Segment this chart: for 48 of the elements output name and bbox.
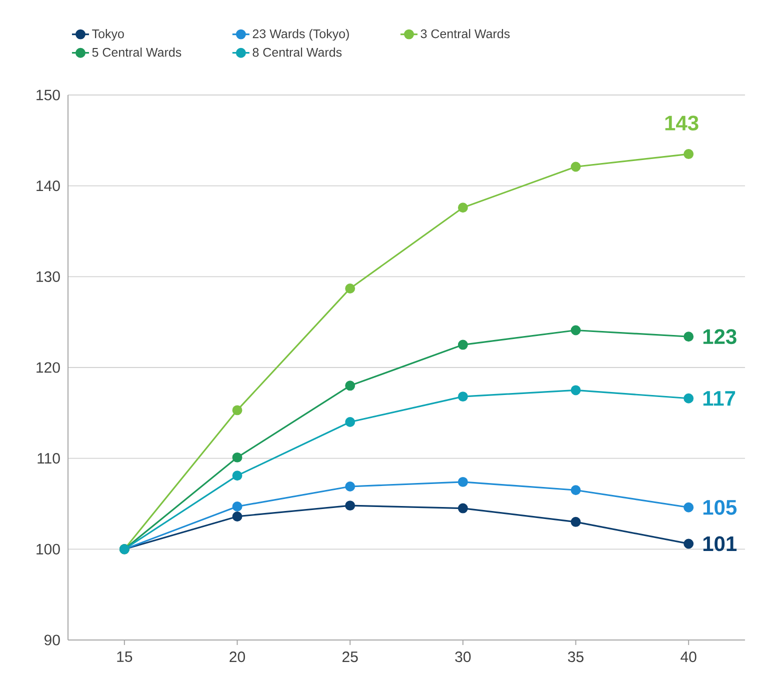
point xyxy=(458,476,468,487)
point xyxy=(232,511,242,522)
point xyxy=(570,385,581,396)
y-tick-label: 90 xyxy=(44,634,60,646)
y-tick-label: 130 xyxy=(36,271,60,282)
point xyxy=(570,162,581,172)
data-label: 101 xyxy=(703,536,737,552)
point xyxy=(684,332,694,342)
point xyxy=(345,283,356,294)
legend-label: 5 Central Wards xyxy=(92,48,182,57)
y-tick-label: 120 xyxy=(36,362,60,373)
x-tick-label: 35 xyxy=(568,652,584,662)
x-tick-label: 15 xyxy=(117,652,132,662)
point xyxy=(232,405,242,416)
point xyxy=(345,482,356,492)
data-label: 105 xyxy=(703,500,737,515)
y-tick-label: 150 xyxy=(36,90,60,100)
data-label: 123 xyxy=(703,329,736,344)
x-tick-label: 20 xyxy=(230,652,245,662)
x-tick-label: 30 xyxy=(455,652,471,662)
data-label: 143 xyxy=(665,116,698,131)
point xyxy=(345,417,356,427)
point xyxy=(684,538,694,549)
legend-label: 23 Wards (Tokyo) xyxy=(252,29,349,41)
point xyxy=(570,485,581,496)
point xyxy=(458,392,468,402)
point xyxy=(232,470,242,481)
point xyxy=(232,452,242,462)
legend-label: 3 Central Wards xyxy=(420,29,510,38)
x-tick-label: 25 xyxy=(342,652,358,662)
point xyxy=(458,340,468,350)
y-tick-label: 100 xyxy=(36,544,60,554)
y-tick-label: 140 xyxy=(36,180,60,192)
y-tick-label: 110 xyxy=(38,453,60,464)
point xyxy=(684,393,694,404)
legend-label: 8 Central Wards xyxy=(252,48,342,57)
legend-label: Tokyo xyxy=(92,29,124,41)
point xyxy=(570,325,581,336)
point xyxy=(345,380,356,391)
point xyxy=(345,500,356,511)
point xyxy=(458,503,468,514)
x-tick-label: 40 xyxy=(680,652,696,662)
point xyxy=(232,501,242,512)
point xyxy=(570,516,581,527)
point xyxy=(458,202,468,213)
data-label: 117 xyxy=(703,391,736,406)
point xyxy=(684,502,694,512)
point xyxy=(684,149,694,160)
